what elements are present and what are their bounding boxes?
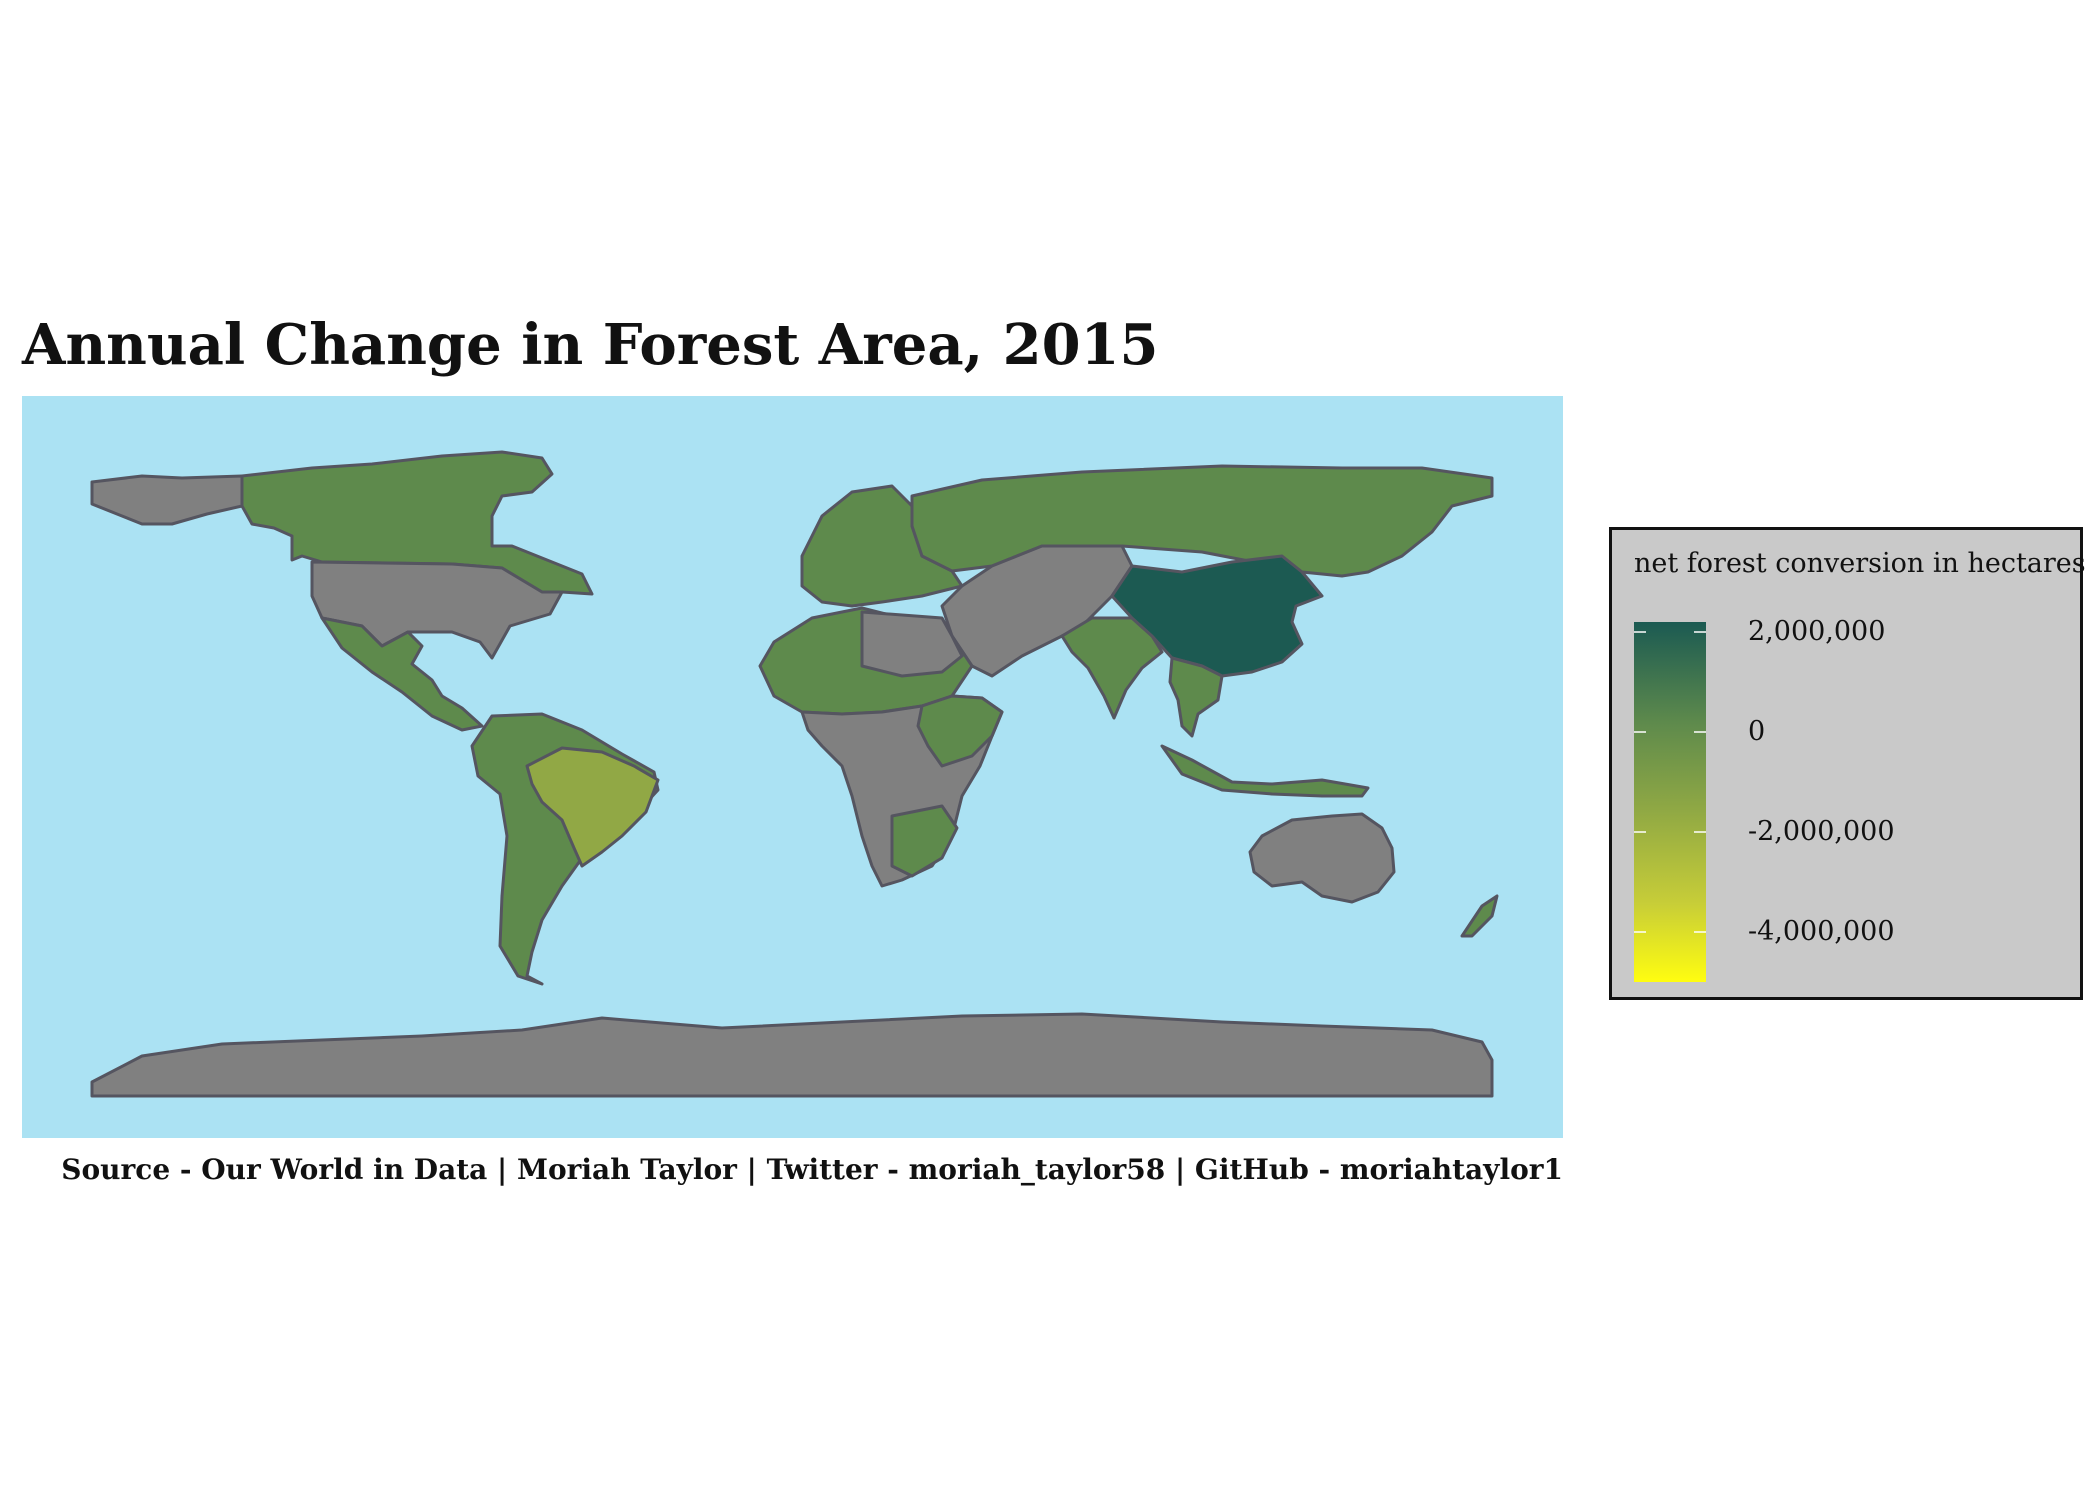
map-region-antarctica: [90, 1012, 1494, 1098]
map-region-egypt-libya: [860, 610, 964, 678]
world-map: [22, 396, 1563, 1138]
map-region-india: [1060, 616, 1164, 720]
map-region-canada: [240, 450, 594, 596]
map-region-east-africa: [916, 694, 1004, 768]
map-region-southeast-asia: [1168, 656, 1224, 738]
map-region-brazil: [525, 746, 660, 868]
legend-label-neg-2000000: -2,000,000: [1748, 816, 1895, 847]
color-legend: net forest conversion in hectares 2,000,…: [1609, 527, 2086, 1000]
map-region-australia: [1248, 812, 1396, 904]
legend-gradient: [1634, 622, 1706, 982]
map-region-russia: [910, 464, 1494, 578]
map-region-new-zealand: [1460, 894, 1499, 938]
legend-title: net forest conversion in hectares: [1634, 548, 2086, 579]
map-region-greenland: [90, 474, 244, 526]
map-region-southern-africa: [890, 804, 959, 878]
chart-title: Annual Change in Forest Area, 2015: [22, 312, 1159, 378]
legend-label-0: 0: [1748, 716, 1766, 747]
legend-label-2000000: 2,000,000: [1748, 616, 1886, 647]
map-region-mexico-central-america: [320, 616, 484, 732]
source-caption: Source - Our World in Data | Moriah Tayl…: [61, 1153, 1563, 1186]
map-region-indonesia: [1160, 744, 1370, 798]
legend-label-neg-4000000: -4,000,000: [1748, 916, 1895, 947]
legend-colorbar: [1634, 622, 1706, 982]
map-region-china: [1110, 554, 1324, 678]
